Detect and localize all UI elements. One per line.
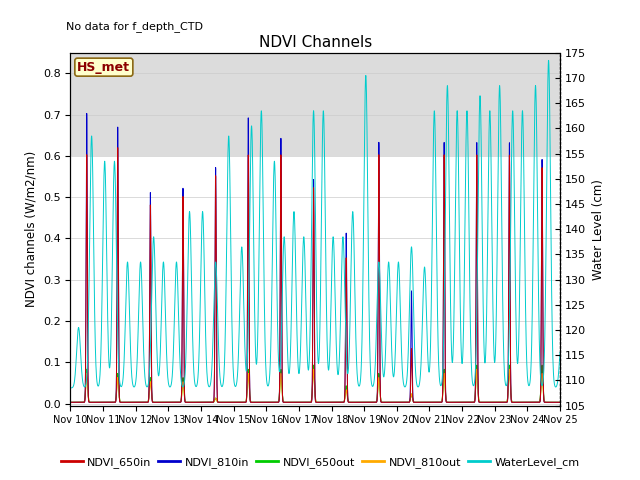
Text: No data for f_depth_CTD: No data for f_depth_CTD [65,21,202,32]
Text: HS_met: HS_met [77,60,131,73]
Legend: NDVI_650in, NDVI_810in, NDVI_650out, NDVI_810out, WaterLevel_cm: NDVI_650in, NDVI_810in, NDVI_650out, NDV… [56,452,584,472]
Y-axis label: Water Level (cm): Water Level (cm) [591,179,605,280]
Title: NDVI Channels: NDVI Channels [259,35,372,50]
Y-axis label: NDVI channels (W/m2/nm): NDVI channels (W/m2/nm) [24,151,37,307]
Bar [70,53,560,156]
